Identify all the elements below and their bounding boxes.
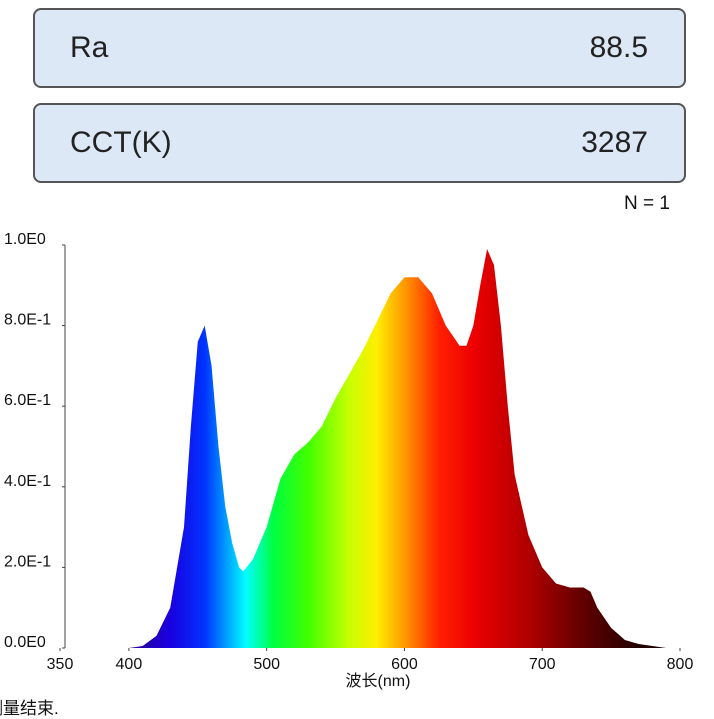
x-tick-label: 350 xyxy=(47,656,74,673)
x-tick-label: 700 xyxy=(529,656,556,673)
y-tick-label: 0.0E0 xyxy=(4,634,46,651)
status-text: 测量结束. xyxy=(0,699,59,718)
panel-label: CCT(K) xyxy=(70,126,172,159)
cct-panel: CCT(K) 3287 xyxy=(33,103,686,183)
x-axis-label: 波长(nm) xyxy=(346,672,411,690)
sample-count: N = 1 xyxy=(624,193,670,214)
chart: 波长(nm) 0.0E0 2.0E-1 4.0E-1 6.0E-1 8.0E-1 1.0E… xyxy=(4,231,694,690)
x-tick-label: 500 xyxy=(253,656,280,673)
spectrum-area xyxy=(101,249,681,648)
y-tick-label: 1.0E0 xyxy=(4,231,46,248)
y-tick-label: 4.0E-1 xyxy=(4,473,51,490)
ra-panel: Ra 88.5 xyxy=(33,8,686,88)
y-tick-label: 8.0E-1 xyxy=(4,312,51,329)
panel-label: Ra xyxy=(70,31,109,64)
y-tick-label: 2.0E-1 xyxy=(4,553,51,570)
panel-value: 3287 xyxy=(581,126,648,159)
panel-value: 88.5 xyxy=(589,31,648,64)
y-tick-label: 6.0E-1 xyxy=(4,392,51,409)
x-tick-label: 400 xyxy=(116,656,143,673)
x-tick-label: 600 xyxy=(391,656,418,673)
x-tick-label: 800 xyxy=(667,656,694,673)
